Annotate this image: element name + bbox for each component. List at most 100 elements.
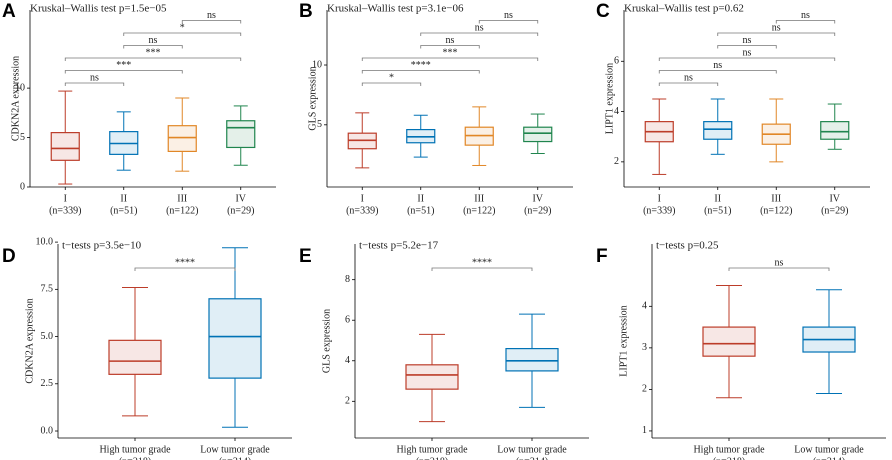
x-tick-label: III: [474, 193, 484, 204]
comparison-bracket: [717, 45, 777, 49]
comparison-label: ns: [801, 10, 810, 21]
y-tick-label: 7.5: [41, 284, 54, 295]
x-tick-label: High tumor grade: [396, 444, 468, 455]
comparison-bracket: [64, 82, 125, 86]
group-size: (n=314): [813, 456, 845, 460]
comparison-label: ns: [90, 72, 99, 83]
comparison-label: ***: [443, 47, 458, 58]
group-size: (n=122): [463, 205, 495, 216]
y-tick-label: 2: [614, 156, 619, 167]
comparison-bracket: [658, 82, 719, 86]
y-tick-label: 10: [15, 82, 25, 93]
box: [505, 348, 559, 372]
comparison-label: ***: [116, 60, 131, 71]
group-size: (n=51): [407, 205, 434, 216]
comparison-label: ****: [175, 257, 195, 268]
chart-title: t−tests p=3.5e−10: [62, 240, 142, 252]
comparison-bracket: [64, 57, 242, 61]
y-tick-label: 6: [614, 56, 619, 67]
y-axis-label: LIPT1 expression: [604, 63, 615, 134]
chart-title: t−tests p=0.25: [656, 240, 719, 252]
group-size: (n=29): [524, 205, 551, 216]
group-size: (n=339): [49, 205, 81, 216]
x-tick-label: II: [120, 193, 127, 204]
x-tick-label: High tumor grade: [693, 444, 765, 455]
comparison-bracket: [123, 45, 183, 49]
y-tick-label: 5: [317, 119, 322, 130]
comparison-bracket: [134, 267, 236, 271]
comparison-label: ns: [743, 35, 752, 46]
group-size: (n=314): [219, 456, 251, 460]
panel-letter: E: [299, 246, 312, 267]
x-tick-label: IV: [829, 193, 840, 204]
comparison-bracket: [658, 57, 836, 61]
comparison-bracket: [123, 32, 242, 36]
y-tick-label: 4: [614, 106, 619, 117]
x-tick-label: Low tumor grade: [794, 444, 864, 455]
comparison-bracket: [658, 70, 777, 74]
x-tick-label: High tumor grade: [99, 444, 171, 455]
group-size: (n=51): [704, 205, 731, 216]
y-tick-label: 2: [642, 384, 647, 395]
panel-letter: F: [596, 246, 608, 267]
panel-letter: A: [2, 1, 16, 22]
y-axis-label: LIPT1 expression: [618, 305, 629, 376]
group-size: (n=29): [227, 205, 254, 216]
comparison-label: ns: [207, 10, 216, 21]
box: [405, 364, 459, 390]
y-tick-label: 0: [20, 181, 25, 192]
panel-letter: B: [299, 1, 313, 22]
comparison-label: ns: [713, 60, 722, 71]
comparison-bracket: [64, 70, 183, 74]
group-size: (n=218): [119, 456, 151, 460]
panel-letter: D: [2, 246, 16, 267]
comparison-bracket: [717, 32, 836, 36]
x-tick-label: I: [64, 193, 67, 204]
box: [702, 326, 756, 357]
y-tick-label: 5: [20, 132, 25, 143]
chart-title: Kruskal–Wallis test p=0.62: [624, 3, 744, 15]
box: [208, 298, 262, 379]
group-size: (n=218): [416, 456, 448, 460]
panel-letter: C: [596, 1, 610, 22]
y-axis-label: GLS expression: [307, 66, 318, 130]
chart-title: Kruskal–Wallis test p=3.1e−06: [327, 3, 464, 15]
box: [820, 121, 850, 140]
y-tick-label: 8: [345, 274, 350, 285]
box: [226, 120, 256, 149]
comparison-bracket: [361, 70, 480, 74]
comparison-label: ns: [743, 47, 752, 58]
comparison-label: ns: [149, 35, 158, 46]
y-tick-label: 0.0: [41, 425, 54, 436]
comparison-label: ns: [446, 35, 455, 46]
comparison-bracket: [361, 57, 539, 61]
box: [523, 126, 553, 143]
comparison-bracket: [181, 20, 242, 24]
group-size: (n=29): [821, 205, 848, 216]
group-size: (n=339): [643, 205, 675, 216]
y-tick-label: 2.5: [41, 378, 54, 389]
chart-title: Kruskal–Wallis test p=1.5e−05: [30, 3, 167, 15]
comparison-label: ns: [772, 22, 781, 33]
x-tick-label: I: [361, 193, 364, 204]
y-axis-label: CDKN2A expression: [10, 56, 21, 141]
y-tick-label: 5.0: [41, 331, 54, 342]
comparison-label: ns: [684, 72, 693, 83]
x-tick-label: III: [177, 193, 187, 204]
y-tick-label: 6: [345, 315, 350, 326]
comparison-label: ns: [775, 257, 784, 268]
comparison-bracket: [775, 20, 836, 24]
y-tick-label: 2: [345, 396, 350, 407]
x-tick-label: Low tumor grade: [497, 444, 567, 455]
y-axis-label: CDKN2A expression: [24, 298, 35, 383]
group-size: (n=339): [346, 205, 378, 216]
y-tick-label: 10.0: [36, 236, 54, 247]
comparison-label: ns: [475, 22, 484, 33]
comparison-label: ****: [472, 257, 492, 268]
group-size: (n=218): [713, 456, 745, 460]
comparison-bracket: [361, 82, 422, 86]
y-tick-label: 1: [642, 425, 647, 436]
y-tick-label: 10: [312, 59, 322, 70]
comparison-bracket: [478, 20, 539, 24]
